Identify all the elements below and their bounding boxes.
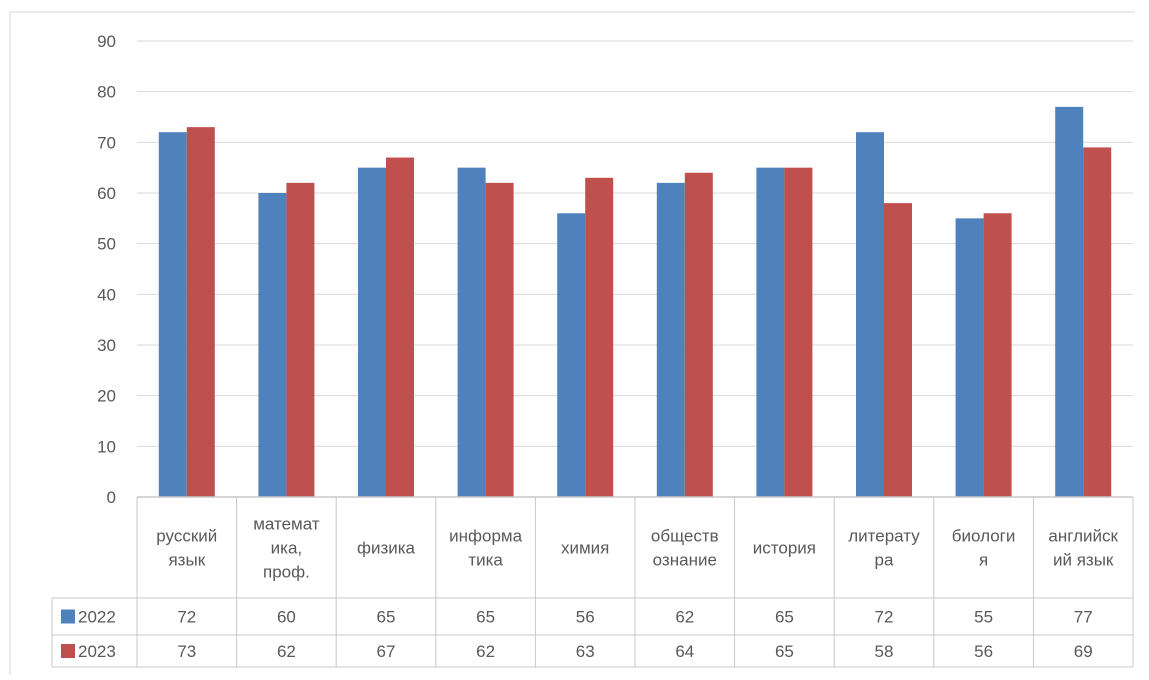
bar-2022-4 [557, 213, 586, 497]
y-tick-label: 10 [97, 437, 116, 456]
bar-2022-0 [158, 132, 187, 497]
data-table-value: 65 [377, 608, 396, 627]
x-category-label-line: я [979, 551, 988, 570]
x-category-label: английск ий язык [1048, 527, 1118, 570]
bar-2022-7 [856, 132, 884, 497]
data-table-value: 62 [476, 642, 495, 661]
x-category-label-line: ика, [271, 539, 303, 558]
x-category-label-line: биологи [952, 527, 1016, 546]
x-category-label: физика [357, 539, 416, 558]
bar-2023-1 [286, 182, 315, 497]
data-table-value: 73 [177, 642, 196, 661]
y-tick-label: 80 [97, 83, 116, 102]
data-table-value: 65 [775, 608, 794, 627]
x-category-label: литерату ра [848, 527, 920, 570]
legend-key-2023 [61, 644, 75, 658]
x-category-label: химия [561, 539, 609, 558]
bar-2022-6 [756, 167, 785, 497]
y-tick-label: 50 [97, 235, 116, 254]
legend-label: 2022 [78, 608, 116, 627]
bar-2023-3 [485, 182, 514, 497]
x-category-label-line: проф. [263, 563, 310, 582]
x-category-label-line: информа [449, 527, 522, 546]
x-category-label: биологи я [952, 527, 1016, 570]
x-category-label: история [753, 539, 816, 558]
y-tick-label: 0 [107, 488, 116, 507]
y-tick-label: 20 [97, 387, 116, 406]
x-category-label-line: русский [156, 527, 217, 546]
y-tick-label: 90 [97, 32, 116, 51]
data-table-value: 69 [1074, 642, 1093, 661]
data-table-value: 64 [675, 642, 694, 661]
x-category-label: информа тика [449, 527, 522, 570]
data-table-value: 55 [974, 608, 993, 627]
x-category-label-line: литерату [848, 527, 920, 546]
bar-2022-1 [258, 193, 287, 497]
x-category-label-line: физика [357, 539, 416, 558]
y-tick-label: 30 [97, 336, 116, 355]
data-table-value: 60 [277, 608, 296, 627]
data-table-value: 67 [377, 642, 396, 661]
data-table-value: 65 [775, 642, 794, 661]
x-category-label-line: ознание [653, 551, 717, 570]
data-table-value: 56 [974, 642, 993, 661]
data-table-value: 72 [875, 608, 894, 627]
bar-2022-3 [457, 167, 486, 497]
bar-2023-6 [784, 167, 813, 497]
data-table-value: 63 [576, 642, 595, 661]
bar-2023-2 [386, 157, 414, 498]
bar-2023-4 [585, 177, 614, 498]
x-category-label-line: язык [168, 551, 205, 570]
bar-2023-7 [884, 203, 912, 497]
data-table-value: 72 [177, 608, 196, 627]
y-axis: 0 10 20 30 40 50 60 70 80 90 [97, 32, 116, 507]
x-category-label: русский язык [156, 527, 217, 570]
data-table-value: 56 [576, 608, 595, 627]
x-category-label-line: математ [253, 515, 320, 534]
data-table-value: 65 [476, 608, 495, 627]
data-table: русский язык математ ика, проф. физика информа… [51, 496, 1134, 668]
bar-2023-0 [186, 127, 215, 497]
x-category-label-line: ий язык [1053, 551, 1114, 570]
y-tick-label: 70 [97, 133, 116, 152]
bar-2022-5 [656, 182, 685, 497]
y-tick-label: 40 [97, 285, 116, 304]
bar-2023-9 [1083, 147, 1112, 497]
x-category-label: математ ика, проф. [253, 515, 320, 582]
x-category-label-line: обществ [651, 527, 719, 546]
x-category-label-line: химия [561, 539, 609, 558]
x-category-label-line: ра [875, 551, 894, 570]
x-category-label-line: история [753, 539, 816, 558]
data-table-value: 77 [1074, 608, 1093, 627]
bars [158, 106, 1112, 498]
x-category-label-line: тика [468, 551, 503, 570]
data-table-value: 62 [675, 608, 694, 627]
y-tick-label: 60 [97, 184, 116, 203]
legend-label: 2023 [78, 642, 116, 661]
legend-key-2022 [61, 609, 75, 624]
bar-2022-8 [955, 218, 984, 498]
bar-2023-8 [983, 213, 1012, 497]
bar-2022-9 [1055, 106, 1084, 497]
bar-2023-5 [684, 172, 713, 497]
x-category-label: обществ ознание [651, 527, 719, 570]
bar-2022-2 [358, 167, 386, 497]
data-table-value: 58 [875, 642, 894, 661]
data-table-value: 62 [277, 642, 296, 661]
x-category-label-line: английск [1048, 527, 1118, 546]
